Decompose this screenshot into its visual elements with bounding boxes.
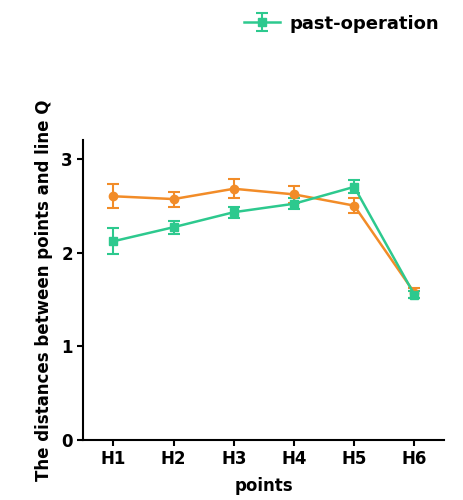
Y-axis label: The distances between points and line Q: The distances between points and line Q bbox=[35, 99, 53, 481]
Legend: pre-operation, past-operation: pre-operation, past-operation bbox=[244, 0, 439, 32]
X-axis label: points: points bbox=[235, 477, 293, 495]
